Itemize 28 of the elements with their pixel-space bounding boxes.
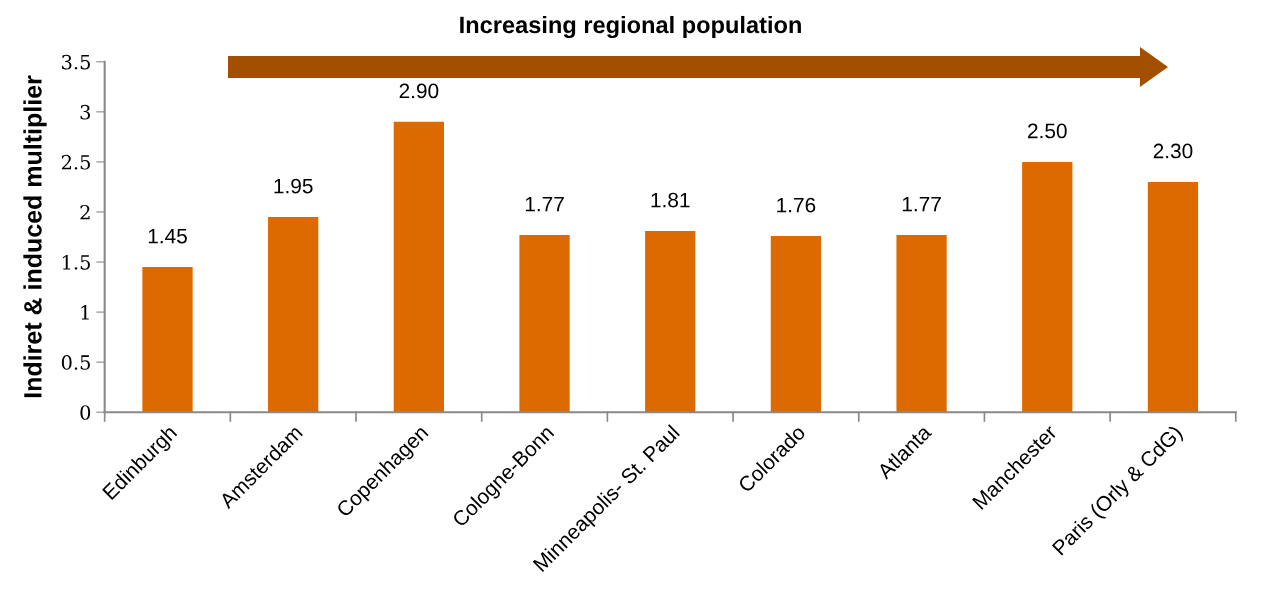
bar xyxy=(519,235,570,413)
chart-title: Increasing regional population xyxy=(460,15,801,39)
bar xyxy=(1022,161,1073,413)
y-tick-label: 0.5 xyxy=(61,355,90,370)
bar xyxy=(142,267,193,413)
bar xyxy=(393,121,444,413)
y-tick-label: 1.5 xyxy=(62,254,90,270)
data-label: 2.30 xyxy=(1153,143,1193,159)
y-tick-label: 3.5 xyxy=(62,54,90,70)
data-label: 1.76 xyxy=(777,197,816,213)
y-axis-title: Indiret & induced multiplier xyxy=(23,75,47,398)
bar xyxy=(1147,181,1199,413)
bar xyxy=(770,236,822,413)
y-tick-label: 0 xyxy=(80,405,91,420)
data-label: 1.77 xyxy=(525,196,564,212)
y-tick-label: 2.5 xyxy=(61,154,90,170)
data-label: 1.45 xyxy=(148,228,187,244)
data-label: 2.90 xyxy=(399,83,439,99)
bar xyxy=(645,230,696,413)
y-tick-label: 1 xyxy=(81,305,89,320)
bar xyxy=(896,235,947,413)
y-tick-label: 3 xyxy=(80,104,91,120)
data-label: 1.95 xyxy=(274,178,313,194)
data-label: 1.81 xyxy=(651,192,690,208)
data-label: 1.77 xyxy=(902,196,941,212)
data-label: 2.50 xyxy=(1028,123,1067,139)
y-tick-label: 2 xyxy=(80,204,90,220)
bar xyxy=(268,216,319,413)
